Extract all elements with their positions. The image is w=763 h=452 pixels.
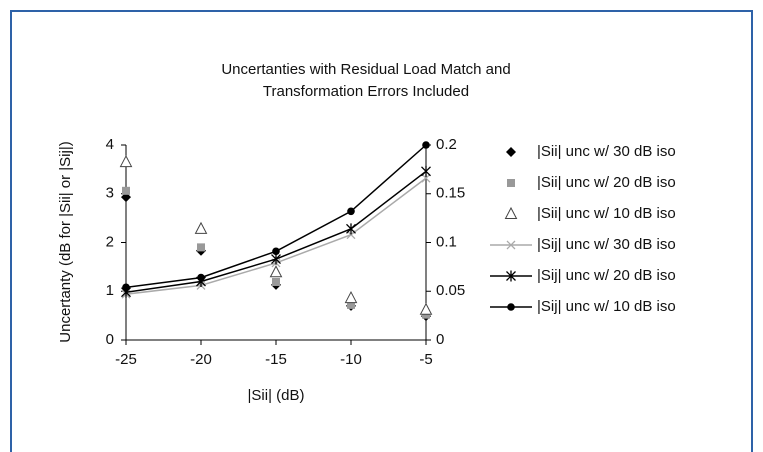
y2-tick-label: 0.2 <box>436 136 457 153</box>
marker <box>504 206 518 219</box>
x-tick-label: -5 <box>419 351 432 368</box>
y2-tick-label: 0.05 <box>436 282 465 299</box>
legend-label: |Sij| unc w/ 20 dB iso <box>537 267 676 284</box>
y-axis-label: Uncertanty (dB for |Sii| or |Sij|) <box>57 141 74 342</box>
marker <box>271 253 281 265</box>
chart-title: Uncertanties with Residual Load Match an… <box>221 61 510 78</box>
marker <box>269 265 283 278</box>
marker <box>506 240 516 250</box>
marker <box>194 221 208 234</box>
marker <box>507 179 515 187</box>
x-tick-label: -25 <box>115 351 137 368</box>
y2-tick-label: 0.1 <box>436 233 457 250</box>
legend-label: |Sij| unc w/ 30 dB iso <box>537 236 676 253</box>
chart-title: Transformation Errors Included <box>263 83 469 100</box>
marker <box>347 207 355 216</box>
marker <box>197 273 205 282</box>
x-tick-label: -15 <box>265 351 287 368</box>
y2-tick-label: 0.15 <box>436 185 465 202</box>
x-tick-label: -20 <box>190 351 212 368</box>
marker <box>419 302 433 315</box>
marker <box>422 141 430 149</box>
marker <box>344 290 358 304</box>
y-tick-label: 3 <box>106 185 114 202</box>
legend-label: |Sij| unc w/ 10 dB iso <box>537 298 676 315</box>
marker <box>506 147 516 157</box>
frame <box>10 10 753 452</box>
marker <box>272 247 280 256</box>
marker <box>122 186 130 195</box>
marker <box>197 243 205 252</box>
marker <box>421 173 431 183</box>
y-tick-label: 1 <box>106 282 114 299</box>
marker <box>506 270 516 282</box>
y-tick-label: 2 <box>106 233 114 250</box>
marker <box>119 154 133 168</box>
x-axis-label: |Sii| (dB) <box>248 387 305 404</box>
y-tick-label: 0 <box>106 331 114 348</box>
legend-label: |Sii| unc w/ 20 dB iso <box>537 174 676 191</box>
marker <box>272 277 280 286</box>
marker <box>122 283 130 292</box>
y2-tick-label: 0 <box>436 331 444 348</box>
marker <box>347 300 355 309</box>
x-tick-label: -10 <box>340 351 362 368</box>
marker <box>346 223 356 235</box>
marker <box>507 303 515 311</box>
legend-label: |Sii| unc w/ 30 dB iso <box>537 143 676 160</box>
legend-label: |Sii| unc w/ 10 dB iso <box>537 205 676 222</box>
y-tick-label: 4 <box>106 136 114 153</box>
marker <box>421 165 431 177</box>
